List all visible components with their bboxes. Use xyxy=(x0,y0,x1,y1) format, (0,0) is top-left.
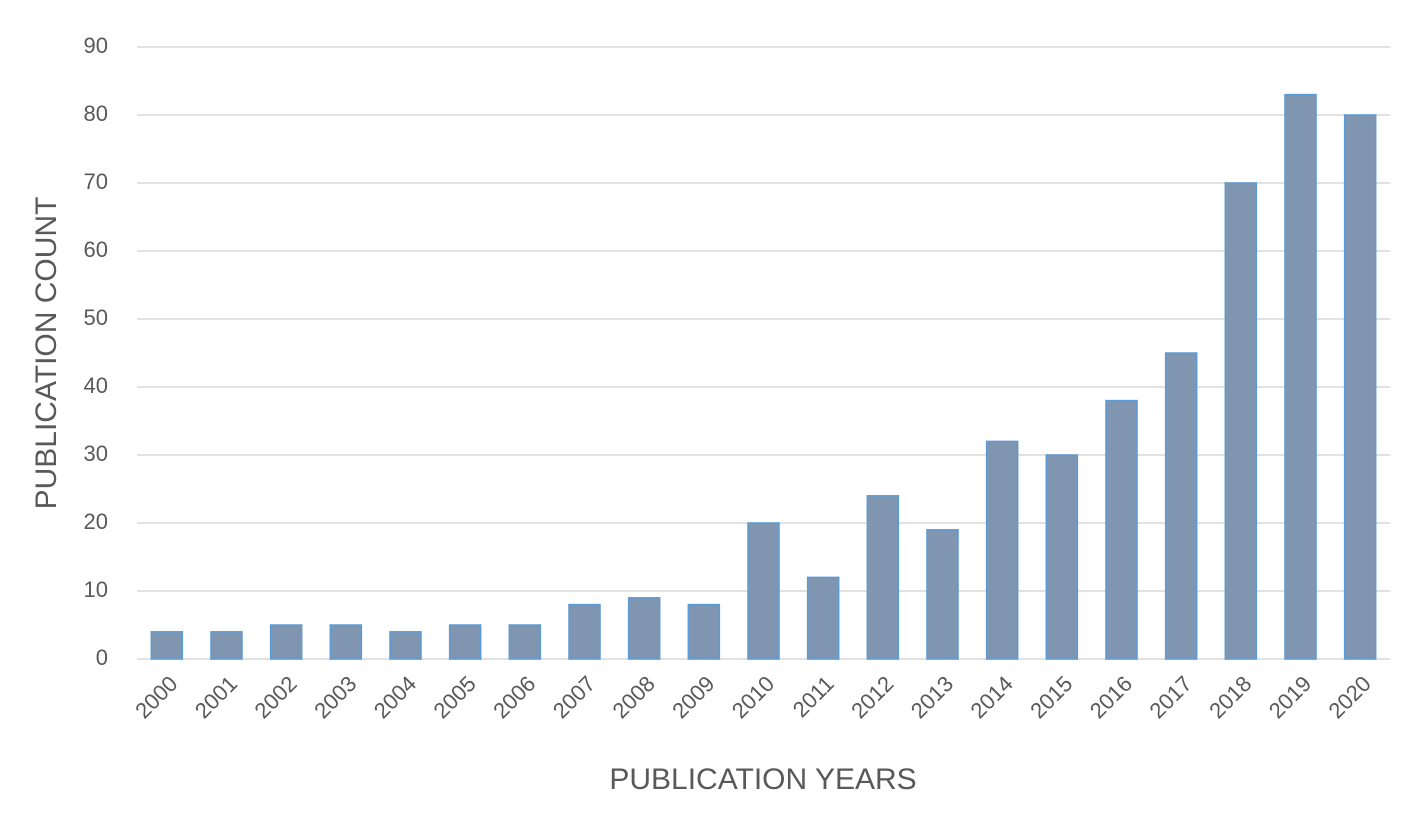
y-tick-label: 90 xyxy=(84,33,108,58)
bar xyxy=(806,576,840,660)
bar xyxy=(1224,182,1258,660)
x-tick-label: 2007 xyxy=(548,671,600,723)
x-tick-label: 2005 xyxy=(429,671,481,723)
y-tick-label: 50 xyxy=(84,305,108,330)
bar xyxy=(1164,352,1198,660)
bar xyxy=(926,529,959,660)
x-tick-label: 2012 xyxy=(846,671,898,723)
x-tick-label: 2000 xyxy=(130,671,182,723)
x-tick-label: 2019 xyxy=(1264,671,1316,723)
bar xyxy=(1045,454,1079,660)
x-tick-label: 2003 xyxy=(309,671,361,723)
bar xyxy=(389,631,422,660)
bar xyxy=(1343,114,1377,660)
bar xyxy=(448,624,482,660)
x-tick-label: 2017 xyxy=(1145,671,1197,723)
x-tick-label: 2009 xyxy=(667,671,719,723)
x-tick-label: 2004 xyxy=(369,671,421,723)
y-tick-label: 60 xyxy=(84,237,108,262)
bar xyxy=(508,624,542,660)
y-tick-label: 70 xyxy=(84,169,108,194)
y-tick-label: 80 xyxy=(84,101,108,126)
bar xyxy=(1284,93,1317,660)
bar xyxy=(687,603,721,660)
x-axis-title: PUBLICATION YEARS xyxy=(609,763,916,796)
bar xyxy=(269,624,303,660)
x-tick-label: 2013 xyxy=(906,671,958,723)
x-tick-label: 2015 xyxy=(1025,671,1077,723)
y-tick-label: 20 xyxy=(84,509,108,534)
bar xyxy=(627,597,661,660)
bar xyxy=(568,603,601,660)
bar xyxy=(150,631,184,660)
y-tick-label: 0 xyxy=(96,645,108,670)
bar xyxy=(1105,399,1138,660)
x-tick-label: 2008 xyxy=(608,671,660,723)
x-tick-label: 2018 xyxy=(1204,671,1256,723)
x-tick-label: 2006 xyxy=(488,671,540,723)
x-tick-label: 2010 xyxy=(727,671,779,723)
y-tick-label: 30 xyxy=(84,441,108,466)
bar xyxy=(210,631,243,660)
y-axis-title: PUBLICATION COUNT xyxy=(30,197,63,510)
x-tick-label: 2014 xyxy=(966,671,1018,723)
y-tick-label: 10 xyxy=(84,577,108,602)
x-tick-label: 2011 xyxy=(788,671,839,722)
x-tick-label: 2016 xyxy=(1085,671,1137,723)
y-tick-label: 40 xyxy=(84,373,108,398)
bar xyxy=(866,495,900,660)
bar xyxy=(747,522,780,660)
bar xyxy=(985,440,1019,660)
bar xyxy=(329,624,363,660)
x-tick-label: 2002 xyxy=(250,671,302,723)
x-tick-label: 2001 xyxy=(190,671,242,723)
x-tick-label: 2020 xyxy=(1324,671,1376,723)
